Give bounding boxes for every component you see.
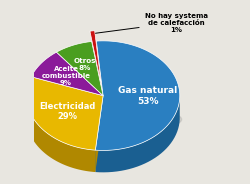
Polygon shape <box>95 98 180 172</box>
Text: Otros
8%: Otros 8% <box>73 58 96 71</box>
Polygon shape <box>31 52 103 96</box>
Text: Gas natural
53%: Gas natural 53% <box>118 86 177 106</box>
Polygon shape <box>95 41 180 151</box>
Polygon shape <box>95 96 103 172</box>
Polygon shape <box>26 77 103 150</box>
Polygon shape <box>95 96 103 172</box>
Text: Aceite
combustible
9%: Aceite combustible 9% <box>42 66 90 86</box>
Text: No hay systema
de calefacción
1%: No hay systema de calefacción 1% <box>96 13 208 33</box>
Polygon shape <box>26 97 95 172</box>
Ellipse shape <box>28 106 182 133</box>
Polygon shape <box>90 31 101 85</box>
Text: Electricidad
29%: Electricidad 29% <box>39 102 96 121</box>
Polygon shape <box>56 41 103 96</box>
